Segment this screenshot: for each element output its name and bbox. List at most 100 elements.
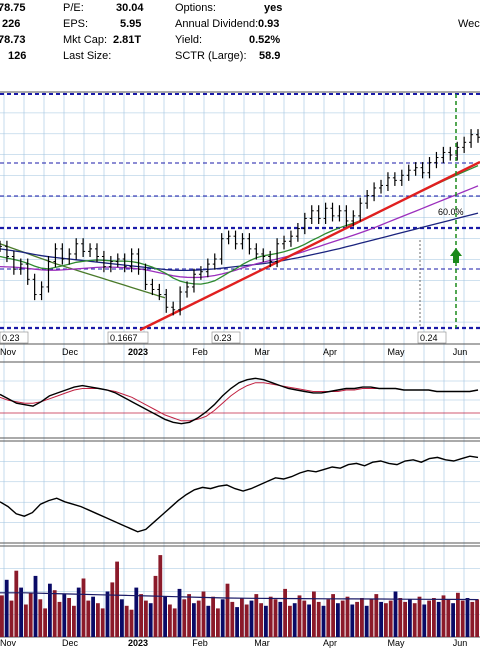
volume-bar [216, 608, 220, 637]
date-fragment: Wec [458, 18, 480, 30]
volume-bar [360, 598, 364, 637]
mkt-cap-value: 2.81T [113, 34, 142, 46]
volume-bar [120, 599, 124, 637]
volume-bar [312, 591, 316, 637]
volume-bar [460, 600, 465, 637]
volume-bar [48, 583, 52, 637]
volume-bar [456, 592, 460, 637]
volume-bar [412, 603, 417, 637]
level-label: 0.23 [214, 333, 232, 343]
percent-annotation: 60.0% [438, 207, 464, 217]
volume-bar [393, 591, 398, 637]
volume-bar [259, 603, 263, 637]
volume-bar [172, 608, 177, 637]
sma-short-line [0, 165, 479, 285]
volume-bar [4, 579, 9, 637]
volume-bar [470, 601, 475, 637]
month-label: Dec [62, 347, 79, 357]
volume-bar [244, 604, 249, 637]
month-label: Jun [453, 638, 468, 648]
volume-bar [19, 587, 23, 637]
month-label: May [387, 347, 405, 357]
volume-bar [0, 595, 4, 637]
volume-bar [168, 604, 172, 637]
volume-bar [384, 603, 388, 637]
volume-bar [201, 591, 206, 637]
volume-bar [336, 603, 340, 637]
volume-bar [417, 596, 422, 637]
dividend-label: Annual Dividend: [175, 18, 259, 30]
volume-bar [96, 603, 100, 637]
volume-bar [28, 592, 33, 637]
month-label: Mar [254, 638, 270, 648]
eps-value: 5.95 [120, 18, 142, 30]
volume-bar [81, 578, 86, 637]
volume-bar [302, 600, 307, 637]
volume-bar [182, 599, 187, 637]
volume-bar [340, 600, 345, 637]
stat-value-1: 78.75 [0, 2, 26, 14]
sma-200-line [0, 243, 166, 299]
volume-bar [57, 601, 62, 637]
month-label: Apr [323, 347, 337, 357]
volume-bar [196, 600, 201, 637]
volume-bar [374, 594, 379, 637]
volume-bar [465, 598, 470, 637]
month-label: Feb [192, 347, 208, 357]
volume-bar [153, 575, 158, 637]
options-value: yes [264, 2, 283, 14]
volume-bar [398, 598, 403, 637]
volume-bar [369, 599, 374, 637]
volume-bar [283, 588, 287, 637]
volume-bar [148, 603, 153, 637]
volume-bar [76, 587, 81, 637]
volume-bar [297, 595, 302, 637]
month-label: Dec [62, 638, 79, 648]
volume-bar [129, 609, 134, 637]
level-label-box [107, 331, 149, 344]
volume-bar [364, 605, 369, 637]
volume-bar [110, 582, 115, 637]
quote-summary-header: 78.75 226 78.73 126 P/E: 30.04 EPS: 5.95… [0, 0, 480, 90]
level-label: 0.1667 [110, 333, 138, 343]
volume-bar [52, 590, 57, 637]
red-trendline [139, 160, 480, 332]
volume-bar [235, 607, 239, 637]
volume-bar [278, 601, 283, 637]
volume-bar [408, 599, 412, 637]
dividend-value: 0.93 [258, 18, 280, 30]
eps-label: EPS: [63, 18, 89, 30]
volume-bar [254, 594, 259, 637]
volume-bar [436, 601, 441, 637]
volume-bar [206, 605, 211, 637]
volume-ma-line [0, 592, 479, 601]
volume-bar [446, 599, 451, 637]
volume-bar [321, 605, 326, 637]
volume-bar [379, 601, 383, 637]
sma-long-line [0, 212, 479, 272]
volume-bar [220, 599, 225, 637]
volume-bar [249, 600, 254, 637]
volume-bar [345, 596, 350, 637]
volume-bar [292, 603, 297, 637]
sctr-label: SCTR (Large): [175, 50, 247, 62]
indicator1-line [0, 377, 479, 425]
volume-bar [331, 594, 335, 637]
volume-bar [124, 605, 129, 637]
volume-bar [144, 600, 148, 637]
up-arrow-icon [450, 248, 462, 263]
volume-bar [134, 587, 139, 637]
volume-bar [355, 601, 359, 637]
sma-mid-line [0, 185, 479, 279]
volume-bar [187, 594, 191, 637]
month-label: Nov [0, 347, 16, 357]
month-label: Apr [323, 638, 337, 648]
volume-bar [62, 594, 67, 637]
volume-bar [14, 570, 19, 637]
volume-bar [240, 598, 244, 637]
volume-bar [388, 600, 393, 637]
month-label: Nov [0, 638, 16, 648]
sctr-value: 58.9 [259, 50, 281, 62]
yield-label: Yield: [175, 34, 203, 46]
